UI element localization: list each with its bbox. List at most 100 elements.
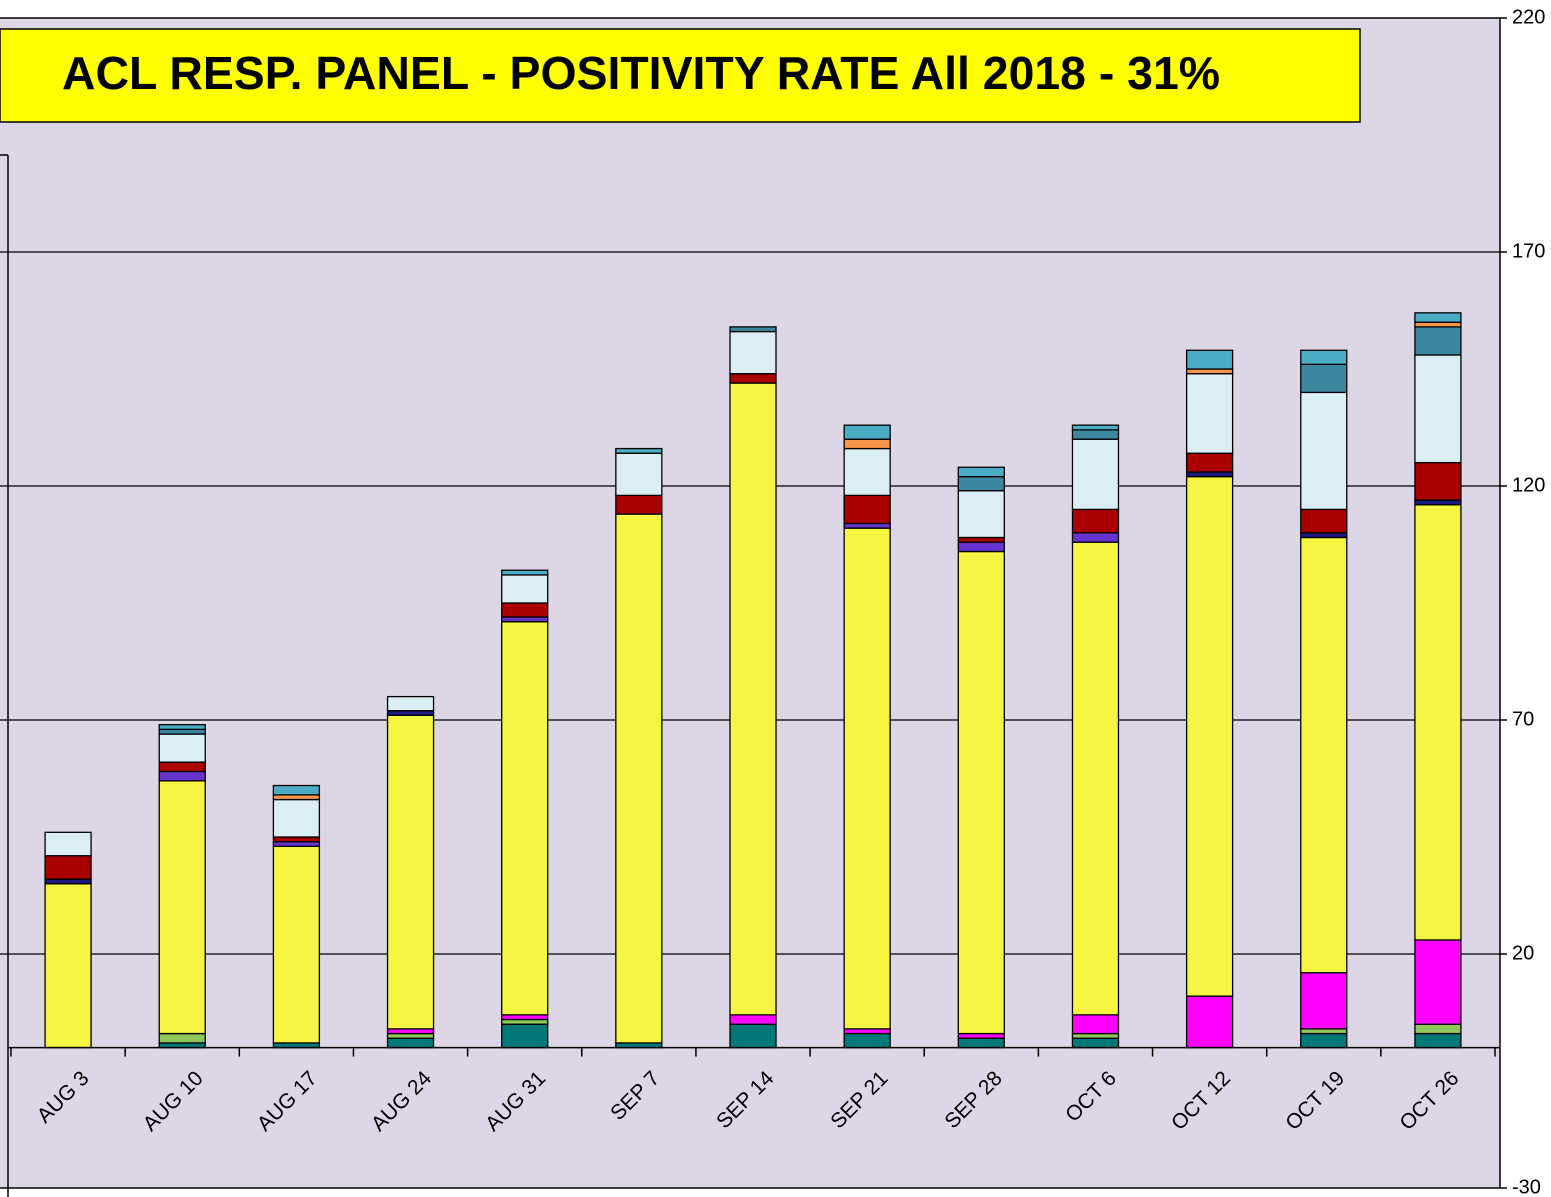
bar-segment	[1414, 1023, 1462, 1035]
bar-segment	[158, 733, 206, 763]
y-tick-label: 220	[1512, 6, 1545, 28]
bar-segment	[1414, 499, 1462, 506]
bar-segment	[843, 447, 891, 497]
bar-segment	[1185, 471, 1234, 478]
bar-segment	[1071, 541, 1120, 1016]
bar-segment	[1414, 504, 1462, 941]
bar-segment	[957, 1032, 1005, 1039]
bar-segment	[272, 784, 321, 796]
bar-segment	[1414, 321, 1462, 328]
bar-segment	[158, 780, 206, 1035]
bar-segment	[501, 1023, 549, 1049]
bar-segment	[44, 878, 92, 885]
bar-segment	[729, 1023, 777, 1049]
bar-segment	[1300, 508, 1348, 534]
bar-segment	[957, 536, 1005, 543]
bar-segment	[615, 513, 663, 1044]
bar-segment	[1414, 461, 1462, 501]
bar-segment	[615, 447, 663, 454]
bar-segment	[1300, 1028, 1348, 1035]
bar-segment	[957, 490, 1005, 539]
bar-segment	[729, 373, 777, 384]
bar-segment	[501, 574, 549, 604]
bar-segment	[44, 855, 92, 880]
y-tick-label: 20	[1512, 942, 1534, 964]
bar-segment	[158, 761, 206, 773]
bar-segment	[1071, 1014, 1120, 1035]
bar-segment	[1300, 349, 1348, 365]
bar-segment	[1300, 391, 1348, 511]
bar-segment	[386, 1037, 435, 1049]
bar-segment	[501, 569, 549, 576]
bar-segment	[1414, 326, 1462, 356]
bar-segment	[843, 1032, 891, 1049]
y-tick-label: -30	[1512, 1176, 1541, 1197]
bar-segment	[272, 845, 321, 1044]
bar-segment	[729, 330, 777, 375]
bar-segment	[1071, 532, 1120, 543]
y-tick-label: 170	[1512, 240, 1545, 262]
bar-segment	[615, 494, 663, 515]
bar-segment	[1414, 939, 1462, 1025]
bar-segment	[1071, 438, 1120, 511]
bar-segment	[843, 424, 891, 440]
bar-segment	[386, 1028, 435, 1035]
bar-segment	[158, 1032, 206, 1044]
bar-segment	[158, 724, 206, 731]
bar-segment	[843, 494, 891, 525]
bar-segment	[1185, 349, 1234, 370]
chart-title: ACL RESP. PANEL - POSITIVITY RATE All 20…	[62, 47, 1220, 99]
bar-segment	[501, 1018, 549, 1025]
bar-segment	[1185, 475, 1234, 997]
y-tick-label: 70	[1512, 708, 1534, 730]
bar-segment	[729, 326, 777, 333]
bar-segment	[615, 452, 663, 497]
bars	[44, 312, 1462, 1049]
bar-segment	[957, 550, 1005, 1035]
bar-segment	[1071, 429, 1120, 440]
bar-segment	[44, 831, 92, 857]
bar-segment	[1071, 1037, 1120, 1049]
bar-segment	[386, 1032, 435, 1039]
title-box	[0, 28, 1361, 123]
bar-segment	[158, 728, 206, 735]
bar-segment	[1300, 363, 1348, 394]
bar-segment	[1071, 508, 1120, 534]
bar-segment	[1071, 1032, 1120, 1039]
bar-segment	[272, 798, 321, 838]
bar-segment	[1185, 368, 1234, 375]
bar-segment	[158, 770, 206, 782]
bar-segment	[1071, 424, 1120, 431]
bar-segment	[843, 438, 891, 450]
bar-segment	[272, 841, 321, 848]
bar-segment	[501, 616, 549, 623]
bar-segment	[1300, 1032, 1348, 1049]
bar-segment	[501, 1014, 549, 1021]
bar-segment	[386, 709, 435, 716]
bar-segment	[386, 714, 435, 1030]
bar-segment	[501, 621, 549, 1016]
bar-segment	[957, 475, 1005, 492]
bar-segment	[957, 1037, 1005, 1049]
bar-segment	[729, 382, 777, 1016]
bar-segment	[843, 527, 891, 1030]
bar-segment	[1185, 452, 1234, 473]
bar-segment	[1185, 995, 1234, 1049]
bar-segment	[501, 602, 549, 618]
bar-segment	[1300, 532, 1348, 539]
y-tick-label: 120	[1512, 474, 1545, 496]
bar-segment	[386, 695, 435, 712]
bar-segment	[957, 466, 1005, 478]
bar-segment	[957, 541, 1005, 553]
bar-segment	[1414, 354, 1462, 464]
bar-segment	[44, 883, 92, 1049]
bar-segment	[1414, 312, 1462, 323]
bar-segment	[272, 836, 321, 843]
bar-segment	[1300, 536, 1348, 974]
bar-segment	[1300, 972, 1348, 1030]
bar-segment	[1414, 1032, 1462, 1049]
bar-segment	[272, 794, 321, 801]
bar-segment	[1185, 373, 1234, 454]
bar-segment	[843, 522, 891, 529]
